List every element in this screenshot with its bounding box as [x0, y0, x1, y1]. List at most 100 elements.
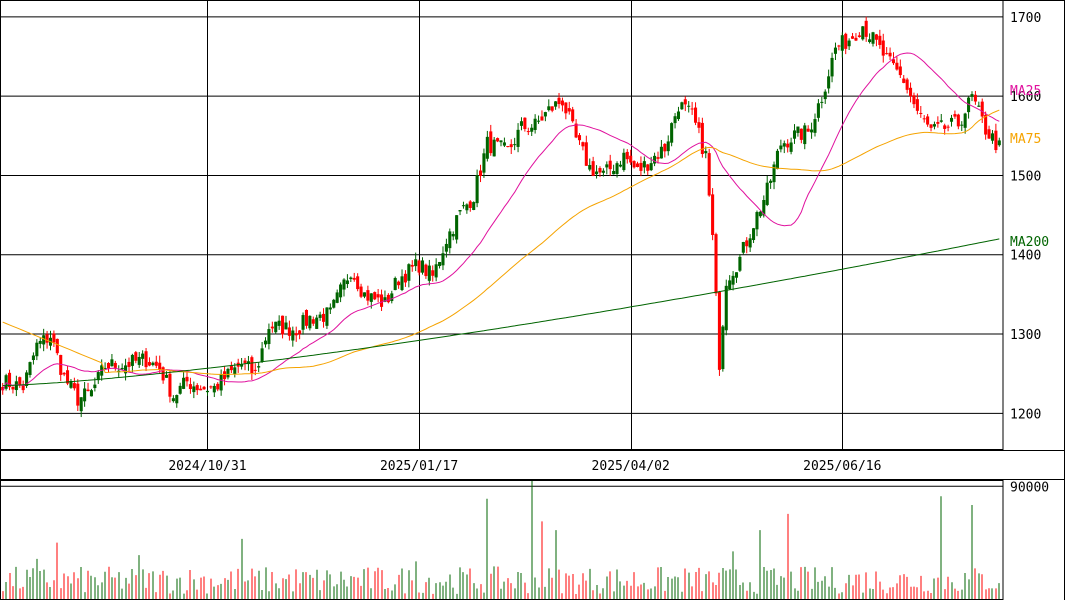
candle-body: [35, 342, 39, 357]
candle-body: [226, 368, 230, 378]
candle-body: [304, 309, 308, 326]
volume-tick-label: 90000: [1010, 480, 1049, 495]
candle-body: [246, 361, 250, 365]
candle-body: [608, 160, 612, 170]
candle-body: [537, 120, 541, 122]
candle-body: [711, 194, 715, 235]
candle-body: [478, 170, 483, 176]
candle-body: [977, 105, 981, 107]
candle-body: [567, 108, 571, 112]
candle-body: [932, 124, 936, 127]
candle-body: [106, 363, 111, 369]
candle-body: [704, 151, 708, 154]
candle-body: [741, 242, 745, 253]
candle-body: [653, 155, 657, 164]
candle-body: [789, 142, 793, 152]
candle-body: [970, 94, 974, 97]
candle-body: [397, 281, 401, 286]
candle-body: [738, 256, 742, 271]
candle-body: [697, 122, 701, 128]
candle-body: [492, 139, 496, 157]
candle-body: [769, 180, 773, 183]
candle-body: [980, 101, 984, 117]
candle-body: [31, 355, 35, 361]
candle-body: [250, 357, 254, 374]
candle-body: [441, 253, 445, 266]
candle-body: [451, 233, 455, 237]
candle-body: [598, 168, 602, 173]
ma-line-ma25: [2, 52, 1000, 391]
candle-body: [472, 202, 476, 210]
candle-body: [547, 106, 551, 111]
candle-body: [380, 294, 384, 307]
candle-body: [332, 299, 336, 308]
candle-body: [714, 234, 718, 294]
candle-body: [192, 386, 196, 393]
price-panel-frame: [0, 0, 1004, 450]
candle-body: [383, 297, 387, 302]
candle-body: [110, 359, 114, 367]
candle-body: [147, 362, 151, 366]
candle-body: [898, 66, 902, 76]
candle-body: [577, 135, 582, 141]
candle-body: [758, 211, 762, 217]
candle-body: [827, 76, 831, 89]
candle-body: [509, 144, 513, 148]
candle-body: [417, 260, 421, 273]
candle-body: [362, 292, 367, 297]
price-tick-label: 1300: [1010, 328, 1041, 343]
candle-body: [66, 370, 70, 384]
candle-body: [130, 354, 134, 366]
candle-body: [475, 175, 479, 204]
candle-body: [195, 385, 199, 391]
candle-body: [683, 99, 687, 105]
candle-body: [461, 205, 465, 207]
candle-body: [28, 362, 32, 375]
ma-line-ma200: [2, 238, 1000, 387]
candle-body: [984, 114, 988, 135]
candle-body: [956, 114, 960, 127]
candle-body: [806, 128, 810, 132]
candle-body: [281, 315, 285, 335]
candle-body: [393, 277, 397, 291]
candle-body: [229, 365, 233, 371]
candle-body: [216, 383, 220, 390]
candle-body: [990, 133, 995, 141]
legend-ma25: MA25: [1010, 84, 1041, 99]
candle-body: [987, 129, 991, 139]
candle-body: [325, 307, 329, 326]
candle-body: [564, 102, 568, 114]
candle-body: [45, 334, 49, 343]
candle-body: [854, 37, 858, 41]
price-candles: [1, 16, 1001, 418]
candle-body: [321, 313, 326, 322]
candle-body: [772, 164, 776, 183]
candle-body: [909, 87, 913, 97]
candle-body: [257, 366, 261, 368]
candle-body: [663, 143, 667, 152]
candle-body: [926, 116, 930, 125]
price-tick-label: 1700: [1010, 11, 1041, 26]
candle-body: [895, 62, 899, 70]
ma-line-ma75: [2, 109, 1000, 376]
ma-legend: MA25 MA75 MA200: [1010, 84, 1049, 250]
candle-body: [14, 381, 18, 391]
candle-body: [345, 280, 349, 285]
candle-body: [881, 40, 885, 56]
candle-body: [205, 390, 210, 393]
candle-body: [137, 356, 141, 365]
candle-body: [284, 322, 288, 330]
candle-body: [530, 127, 534, 132]
candle-body: [79, 397, 83, 412]
candle-body: [339, 284, 343, 298]
candle-body: [639, 162, 643, 171]
candle-body: [994, 130, 998, 151]
price-grid: [1, 1, 1003, 449]
candle-body: [175, 395, 179, 404]
candle-body: [728, 280, 732, 290]
candle-body: [127, 361, 131, 367]
candle-body: [690, 108, 694, 110]
candle-body: [659, 146, 663, 159]
candle-body: [458, 210, 462, 212]
